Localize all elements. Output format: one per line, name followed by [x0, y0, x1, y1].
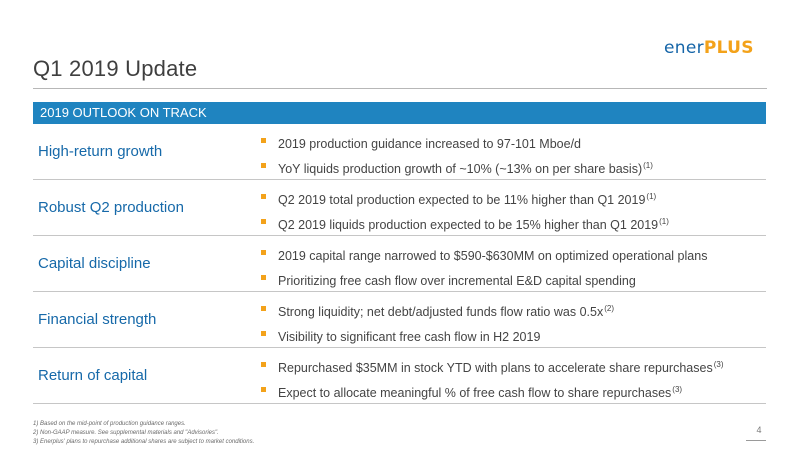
- bullet-text: Strong liquidity; net debt/adjusted fund…: [278, 305, 604, 319]
- bullet-text: YoY liquids production growth of ~10% (~…: [278, 162, 643, 176]
- row-label: Capital discipline: [38, 255, 151, 272]
- bullet-item: Expect to allocate meaningful % of free …: [261, 381, 766, 406]
- table-row: Return of capital Repurchased $35MM in s…: [33, 348, 766, 404]
- footnote-1: 1) Based on the mid-point of production …: [33, 421, 186, 427]
- table-row: High-return growth 2019 production guida…: [33, 124, 766, 180]
- bullet-list: 2019 production guidance increased to 97…: [261, 132, 766, 182]
- bullet-text: Repurchased $35MM in stock YTD with plan…: [278, 361, 713, 375]
- footnote-ref: (1): [659, 217, 669, 226]
- footnotes: 1) Based on the mid-point of production …: [33, 420, 254, 447]
- bullet-text: Expect to allocate meaningful % of free …: [278, 386, 672, 400]
- bullet-item: Visibility to significant free cash flow…: [261, 325, 766, 350]
- bullet-list: 2019 capital range narrowed to $590-$630…: [261, 244, 766, 294]
- section-banner: 2019 OUTLOOK ON TRACK: [33, 102, 766, 124]
- enerplus-logo: enerPLUS: [664, 38, 754, 58]
- bullet-list: Q2 2019 total production expected to be …: [261, 188, 766, 238]
- bullet-list: Repurchased $35MM in stock YTD with plan…: [261, 356, 766, 406]
- footnote-2: 2) Non-GAAP measure. See supplemental ma…: [33, 430, 219, 436]
- bullet-text: Q2 2019 total production expected to be …: [278, 193, 646, 207]
- bullet-text: Q2 2019 liquids production expected to b…: [278, 218, 659, 232]
- table-row: Capital discipline 2019 capital range na…: [33, 236, 766, 292]
- bullet-text: 2019 capital range narrowed to $590-$630…: [278, 249, 708, 263]
- table-row: Financial strength Strong liquidity; net…: [33, 292, 766, 348]
- bullet-item: Repurchased $35MM in stock YTD with plan…: [261, 356, 766, 381]
- bullet-item: YoY liquids production growth of ~10% (~…: [261, 157, 766, 182]
- row-label: Robust Q2 production: [38, 199, 184, 216]
- title-divider: [33, 88, 767, 89]
- footnote-ref: (3): [672, 385, 683, 394]
- page-title: Q1 2019 Update: [33, 56, 198, 81]
- bullet-item: Strong liquidity; net debt/adjusted fund…: [261, 300, 766, 325]
- footnote-3: 3) Enerplus' plans to repurchase additio…: [33, 439, 255, 445]
- bullet-text: Visibility to significant free cash flow…: [278, 330, 541, 344]
- footnote-ref: (2): [604, 304, 614, 313]
- page-number-underline: [746, 440, 766, 441]
- bullet-text: Prioritizing free cash flow over increme…: [278, 274, 636, 288]
- row-label: Return of capital: [38, 367, 148, 384]
- row-label: High-return growth: [38, 143, 163, 160]
- page-number: 4: [756, 425, 762, 435]
- bullet-list: Strong liquidity; net debt/adjusted fund…: [261, 300, 766, 350]
- bullet-item: Q2 2019 total production expected to be …: [261, 188, 766, 213]
- bullet-item: 2019 capital range narrowed to $590-$630…: [261, 244, 766, 269]
- logo-text-plus: PLUS: [703, 38, 754, 58]
- bullet-item: Prioritizing free cash flow over increme…: [261, 269, 766, 294]
- bullet-item: Q2 2019 liquids production expected to b…: [261, 213, 766, 238]
- bullet-text: 2019 production guidance increased to 97…: [278, 137, 581, 151]
- footnote-ref: (1): [643, 161, 653, 170]
- bullet-item: 2019 production guidance increased to 97…: [261, 132, 766, 157]
- row-label: Financial strength: [38, 311, 157, 328]
- logo-text-ener: ener: [664, 38, 704, 58]
- outlook-table: High-return growth 2019 production guida…: [33, 124, 766, 404]
- table-row: Robust Q2 production Q2 2019 total produ…: [33, 180, 766, 236]
- footnote-ref: (3): [713, 360, 724, 369]
- footnote-ref: (1): [646, 192, 657, 201]
